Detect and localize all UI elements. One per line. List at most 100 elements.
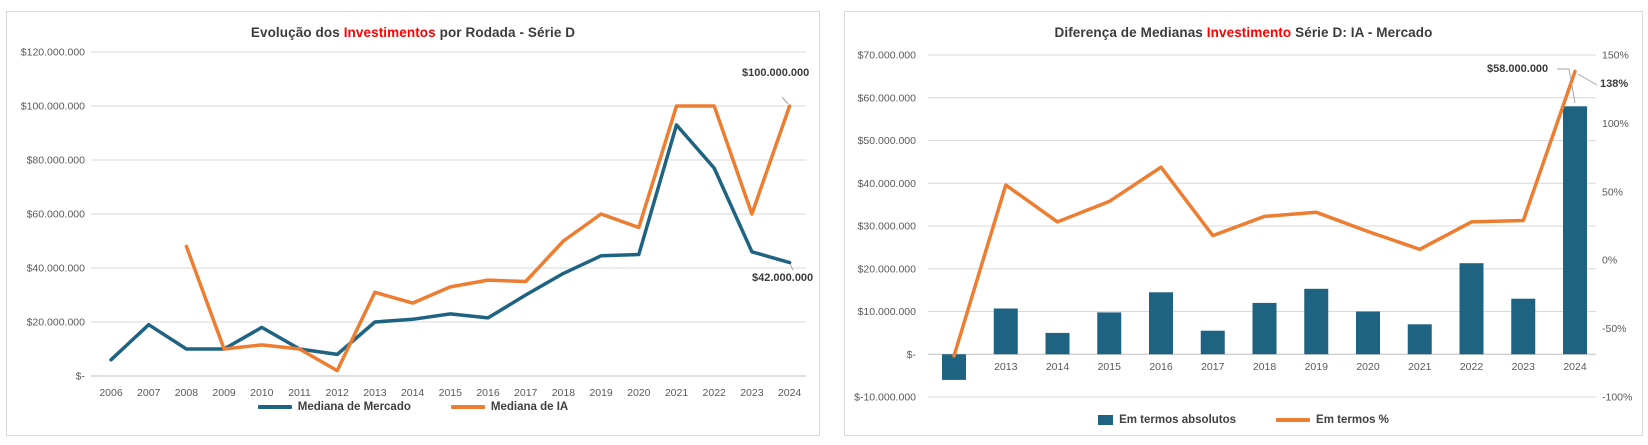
legend-line-swatch bbox=[257, 405, 292, 409]
left-axis-tick-label: $-10.000.000 bbox=[854, 392, 916, 404]
x-axis-tick-label: 2014 bbox=[1046, 361, 1070, 373]
title-text: Diferença de Medianas bbox=[1054, 25, 1207, 40]
left-axis-tick-label: $30.000.000 bbox=[858, 221, 917, 233]
title-text: Evolução dos bbox=[250, 25, 344, 40]
bar-2018 bbox=[1252, 302, 1277, 355]
bar-2020 bbox=[1356, 311, 1380, 355]
series-line-em-termos-pct bbox=[952, 69, 1577, 358]
legend-bar-swatch bbox=[1098, 415, 1114, 425]
legend-label: Mediana de IA bbox=[490, 401, 569, 413]
annotation-leader bbox=[1557, 68, 1576, 104]
right-axis-tick-label: 150% bbox=[1602, 50, 1629, 62]
legend-diferenca: Em termos absolutos Em termos % bbox=[845, 414, 1642, 426]
legend-item: Em termos absolutos bbox=[1098, 414, 1236, 426]
annotation-leader bbox=[1577, 73, 1598, 86]
investment-evolution-chart-card[interactable]: Evolução dos Investimentos por Rodada - … bbox=[6, 11, 820, 436]
legend-item: Mediana de IA bbox=[450, 401, 569, 413]
x-axis-tick-label: 2017 bbox=[514, 387, 538, 399]
series-line-mediana-de-ia bbox=[184, 104, 792, 373]
x-axis-tick-label: 2018 bbox=[552, 387, 576, 399]
x-axis-tick-label: 2009 bbox=[212, 387, 236, 399]
x-axis-tick-label: 2006 bbox=[99, 387, 123, 399]
median-difference-chart-card[interactable]: Diferença de Medianas Investimento Série… bbox=[844, 11, 1643, 436]
x-axis-tick-label: 2024 bbox=[778, 387, 802, 399]
annotation-mercado-2024: $42.000.000 bbox=[752, 272, 814, 284]
legend-item: Em termos % bbox=[1276, 414, 1389, 426]
x-axis-tick-label: 2023 bbox=[1512, 361, 1536, 373]
x-axis-tick-label: 2019 bbox=[589, 387, 613, 399]
x-axis-tick-label: 2015 bbox=[1098, 361, 1122, 373]
annotation-abs-2024: $58.000.000 bbox=[1487, 63, 1549, 75]
bar-2014 bbox=[1045, 332, 1070, 355]
right-axis-tick-label: 50% bbox=[1602, 186, 1623, 198]
left-axis-tick-label: $70.000.000 bbox=[858, 50, 917, 62]
chart-title-diferenca: Diferença de Medianas Investimento Série… bbox=[845, 25, 1642, 40]
bar-2023 bbox=[1511, 298, 1536, 355]
legend-label: Mediana de Mercado bbox=[297, 401, 411, 413]
x-axis-tick-label: 2014 bbox=[401, 387, 425, 399]
x-axis-tick-label: 2012 bbox=[326, 387, 350, 399]
title-highlight: Investimento bbox=[1206, 25, 1292, 40]
x-axis-tick-label: 2024 bbox=[1563, 361, 1587, 373]
bar-2016 bbox=[1149, 292, 1173, 355]
legend-label: Em termos % bbox=[1316, 414, 1389, 426]
x-axis-tick-label: 2016 bbox=[476, 387, 500, 399]
annotation-leader bbox=[789, 263, 794, 271]
y-axis-tick-label: $80.000.000 bbox=[27, 155, 86, 167]
x-axis-tick-label: 2021 bbox=[665, 387, 689, 399]
chart-title-evolucao: Evolução dos Investimentos por Rodada - … bbox=[7, 25, 819, 40]
right-axis-tick-label: -100% bbox=[1602, 392, 1632, 404]
x-axis-tick-label: 2011 bbox=[288, 387, 311, 399]
x-axis-tick-label: 2021 bbox=[1408, 361, 1432, 373]
legend-item: Mediana de Mercado bbox=[257, 401, 411, 413]
x-axis-tick-label: 2013 bbox=[994, 361, 1018, 373]
x-axis-tick-label: 2016 bbox=[1149, 361, 1173, 373]
x-axis-tick-label: 2017 bbox=[1201, 361, 1225, 373]
x-axis-tick-label: 2020 bbox=[1356, 361, 1380, 373]
left-axis-tick-label: $20.000.000 bbox=[858, 263, 917, 275]
bar-2013 bbox=[993, 308, 1018, 355]
y-axis-tick-label: $120.000.000 bbox=[21, 47, 85, 59]
annotation-leader bbox=[781, 96, 789, 105]
y-axis-tick-label: $60.000.000 bbox=[27, 209, 86, 221]
y-axis-tick-label: $- bbox=[76, 371, 86, 383]
bar-2021 bbox=[1407, 324, 1432, 355]
diferenca-plot-area: $70.000.000 $60.000.000 $50.000.000 $40.000… bbox=[854, 50, 1632, 404]
title-highlight: Investimentos bbox=[343, 25, 436, 40]
left-axis-tick-label: $40.000.000 bbox=[858, 178, 917, 190]
left-axis-tick-label: $60.000.000 bbox=[858, 92, 917, 104]
title-text: por Rodada - Série D bbox=[435, 25, 576, 40]
left-axis-tick-label: $- bbox=[907, 349, 917, 361]
x-axis-tick-label: 2023 bbox=[740, 387, 764, 399]
x-axis-tick-label: 2008 bbox=[175, 387, 199, 399]
annotation-ia-2024: $100.000.000 bbox=[742, 67, 810, 79]
bar-2019 bbox=[1304, 288, 1329, 355]
legend-line-swatch bbox=[1276, 418, 1311, 422]
y-axis-tick-label: $100.000.000 bbox=[21, 101, 85, 113]
x-axis-tick-label: 2013 bbox=[363, 387, 387, 399]
title-text: Série D: IA - Mercado bbox=[1291, 25, 1433, 40]
right-axis-tick-label: -50% bbox=[1602, 323, 1627, 335]
bar-2015 bbox=[1097, 312, 1122, 355]
y-axis-tick-label: $40.000.000 bbox=[27, 263, 86, 275]
legend-label: Em termos absolutos bbox=[1119, 414, 1237, 426]
x-axis-tick-label: 2007 bbox=[137, 387, 161, 399]
x-axis-tick-label: 2015 bbox=[439, 387, 463, 399]
bar-2012 bbox=[942, 354, 966, 380]
legend-line-swatch bbox=[450, 405, 485, 409]
annotation-pct-2024: 138% bbox=[1600, 78, 1629, 90]
bar-2022 bbox=[1459, 263, 1484, 355]
y-axis-tick-label: $20.000.000 bbox=[27, 317, 86, 329]
legend-evolucao: Mediana de Mercado Mediana de IA bbox=[7, 401, 819, 413]
evolucao-plot-area: $120.000.000 $100.000.000 $80.000.000 $60.0… bbox=[21, 47, 806, 399]
left-axis-tick-label: $50.000.000 bbox=[858, 135, 917, 147]
left-axis-tick-label: $10.000.000 bbox=[858, 306, 917, 318]
x-axis-tick-label: 2022 bbox=[1460, 361, 1484, 373]
right-axis-tick-label: 100% bbox=[1602, 118, 1629, 130]
x-axis-tick-label: 2010 bbox=[250, 387, 274, 399]
x-axis-tick-label: 2020 bbox=[627, 387, 651, 399]
bar-2017 bbox=[1200, 330, 1225, 355]
bar-2024 bbox=[1563, 106, 1587, 355]
x-axis-tick-label: 2022 bbox=[703, 387, 727, 399]
x-axis-tick-label: 2018 bbox=[1253, 361, 1277, 373]
